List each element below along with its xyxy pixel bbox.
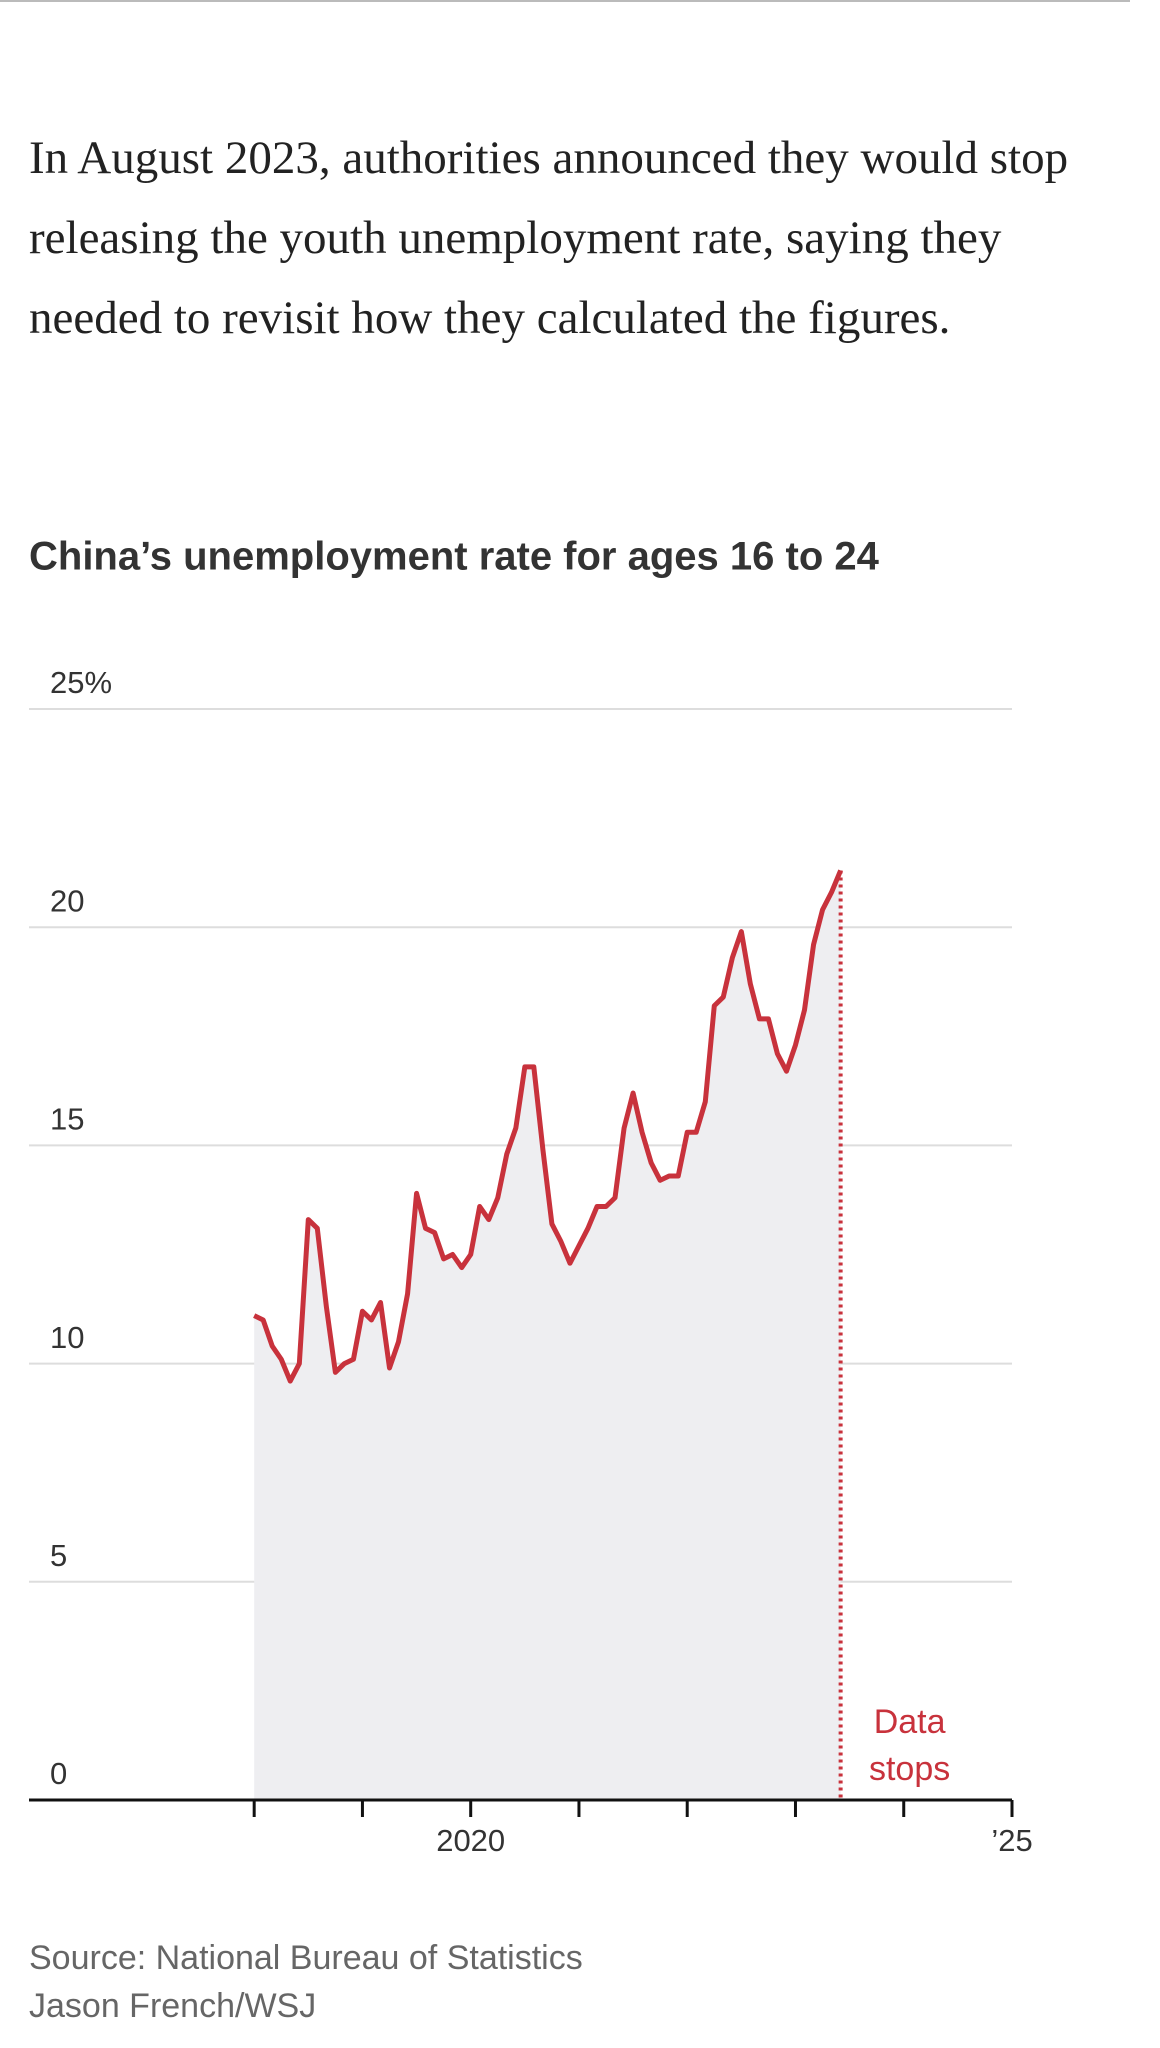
y-tick-label: 0 xyxy=(50,1756,67,1791)
y-tick-label: 15 xyxy=(50,1102,84,1137)
annotation-text: stops xyxy=(869,1750,950,1788)
y-tick-label: 20 xyxy=(50,883,84,918)
article-paragraph: In August 2023, authorities announced th… xyxy=(29,132,1069,344)
x-tick-label: 2020 xyxy=(436,1823,505,1858)
y-tick-label: 10 xyxy=(50,1320,84,1355)
annotation-text: Data xyxy=(874,1703,946,1741)
source: Source: National Bureau of Statistics xyxy=(29,1939,583,1977)
y-tick-label: 25% xyxy=(50,665,112,700)
y-tick-label: 5 xyxy=(50,1538,67,1573)
credit: Jason French/WSJ xyxy=(29,1987,316,2025)
area xyxy=(254,870,841,1800)
line xyxy=(253,869,843,1384)
x-tick-label: ’25 xyxy=(991,1823,1032,1858)
chart-title: China’s unemployment rate for ages 16 to… xyxy=(29,535,880,579)
